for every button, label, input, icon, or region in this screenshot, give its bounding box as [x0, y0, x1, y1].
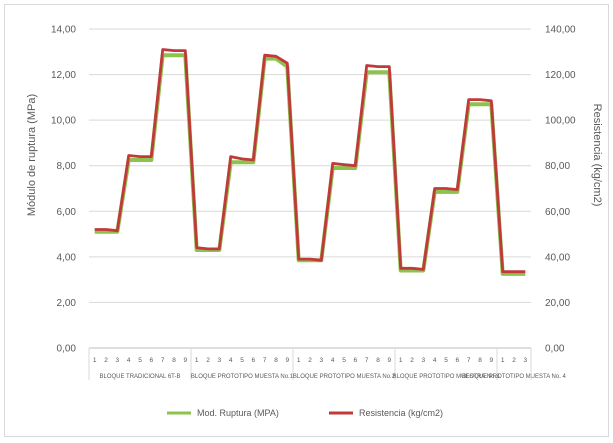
right-tick-label: 0,00 — [545, 344, 565, 355]
category-tick-label: 7 — [467, 357, 471, 364]
right-tick-label: 120,00 — [545, 70, 576, 81]
legend-label: Mod. Ruptura (MPA) — [197, 408, 279, 418]
left-tick-label: 0,00 — [57, 344, 77, 355]
category-tick-label: 6 — [456, 357, 460, 364]
category-tick-label: 8 — [274, 357, 278, 364]
category-tick-label: 4 — [331, 357, 335, 364]
right-axis-title: Resistencia (kg/cm2) — [591, 104, 603, 207]
category-tick-label: 6 — [354, 357, 358, 364]
category-tick-label: 9 — [184, 357, 188, 364]
category-tick-label: 1 — [399, 357, 403, 364]
right-tick-label: 100,00 — [545, 116, 576, 127]
series-lines — [94, 48, 526, 276]
left-tick-label: 8,00 — [57, 161, 77, 172]
left-tick-label: 6,00 — [57, 207, 77, 218]
category-tick-label: 1 — [501, 357, 505, 364]
category-tick-label: 6 — [252, 357, 256, 364]
category-tick-label: 8 — [376, 357, 380, 364]
category-tick-label: 3 — [422, 357, 426, 364]
category-tick-label: 1 — [93, 357, 97, 364]
category-tick-label: 3 — [524, 357, 528, 364]
category-tick-label: 5 — [138, 357, 142, 364]
right-tick-label: 80,00 — [545, 161, 570, 172]
left-tick-label: 4,00 — [57, 252, 77, 263]
left-tick-label: 12,00 — [51, 70, 76, 81]
left-axis-ticks: 0,00 2,00 4,00 6,00 8,00 10,00 12,00 14,00 — [51, 25, 76, 355]
category-tick-label: 2 — [206, 357, 210, 364]
category-tick-label: 4 — [127, 357, 131, 364]
group-label: BLOQUE PROTOTIPO MUESTRA No.3 — [393, 374, 501, 380]
category-tick-label: 2 — [104, 357, 108, 364]
category-tick-label: 5 — [444, 357, 448, 364]
category-tick-label: 8 — [478, 357, 482, 364]
group-label: BLOQUE PROTOTIPO MUESTA No.1 — [191, 374, 294, 380]
category-tick-label: 7 — [263, 357, 267, 364]
category-tick-label: 2 — [512, 357, 516, 364]
left-tick-label: 2,00 — [57, 298, 77, 309]
category-tick-label: 9 — [286, 357, 290, 364]
category-tick-label: 2 — [308, 357, 312, 364]
category-tick-label: 7 — [365, 357, 369, 364]
gridlines — [89, 28, 531, 349]
category-tick-label: 9 — [490, 357, 494, 364]
category-tick-label: 5 — [342, 357, 346, 364]
category-tick-label: 1 — [195, 357, 199, 364]
left-tick-label: 10,00 — [51, 116, 76, 127]
category-tick-label: 8 — [172, 357, 176, 364]
category-tick-label: 7 — [161, 357, 165, 364]
right-axis-ticks: 0,00 20,00 40,00 60,00 80,00 100,00 120,00 140,… — [545, 25, 576, 355]
right-tick-label: 60,00 — [545, 207, 570, 218]
left-tick-label: 14,00 — [51, 25, 76, 36]
category-tick-label: 5 — [240, 357, 244, 364]
left-axis-title: Módulo de ruptura (MPa) — [26, 94, 38, 216]
category-tick-label: 4 — [229, 357, 233, 364]
category-tick-label: 3 — [218, 357, 222, 364]
category-tick-label: 3 — [320, 357, 324, 364]
right-tick-label: 140,00 — [545, 25, 576, 36]
category-tick-label: 9 — [388, 357, 392, 364]
group-label: BLOQUE TRADICIONAL 6T-B — [99, 374, 180, 380]
category-tick-label: 4 — [433, 357, 437, 364]
category-tick-label: 3 — [116, 357, 120, 364]
category-tick-label: 6 — [150, 357, 154, 364]
group-label: BLOQUE PROTOTIPO MUESTA No.2 — [293, 374, 396, 380]
chart-frame: 0,00 2,00 4,00 6,00 8,00 10,00 12,00 14,00 0,00… — [4, 4, 609, 437]
right-tick-label: 40,00 — [545, 252, 570, 263]
category-tick-label: 1 — [297, 357, 301, 364]
series-line-resistencia — [94, 48, 526, 274]
group-label: BLOQUE PROTOTIPO MUESTA No. 4 — [462, 374, 566, 380]
legend: Mod. Ruptura (MPA) Resistencia (kg/cm2) — [167, 408, 443, 418]
legend-label: Resistencia (kg/cm2) — [359, 408, 443, 418]
right-tick-label: 20,00 — [545, 298, 570, 309]
category-tick-label: 2 — [410, 357, 414, 364]
